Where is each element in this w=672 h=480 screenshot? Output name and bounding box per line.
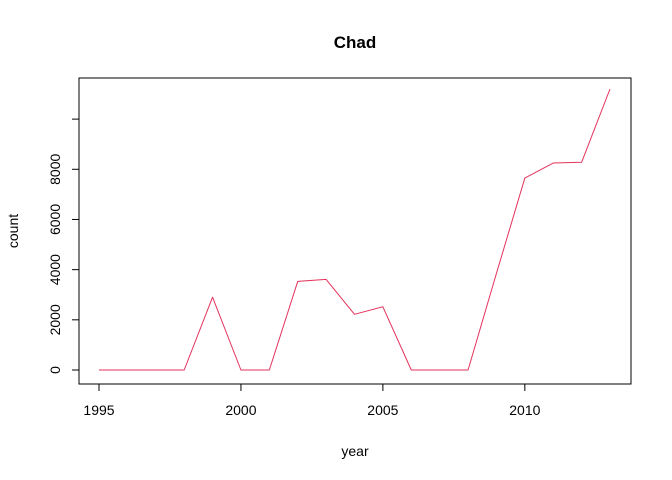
y-axis: 0 2000 4000 6000 8000 [47, 118, 80, 374]
x-tick-label: 2010 [509, 402, 540, 418]
y-tick-label: 2000 [47, 304, 63, 335]
x-axis-label: year [341, 443, 369, 459]
x-tick-label: 2000 [225, 402, 256, 418]
x-tick-label: 1995 [83, 402, 114, 418]
y-tick-label: 6000 [47, 204, 63, 235]
series-line [99, 88, 611, 371]
y-tick-label: 4000 [47, 254, 63, 285]
y-tick-label: 0 [47, 366, 63, 374]
x-axis: 1995 2000 2005 2010 [83, 383, 541, 418]
plot-frame [78, 77, 632, 385]
y-axis-label: count [5, 214, 21, 248]
chart-title: Chad [334, 33, 377, 52]
x-tick-label: 2005 [367, 402, 398, 418]
y-tick-label: 8000 [47, 154, 63, 185]
series-group [99, 88, 611, 371]
